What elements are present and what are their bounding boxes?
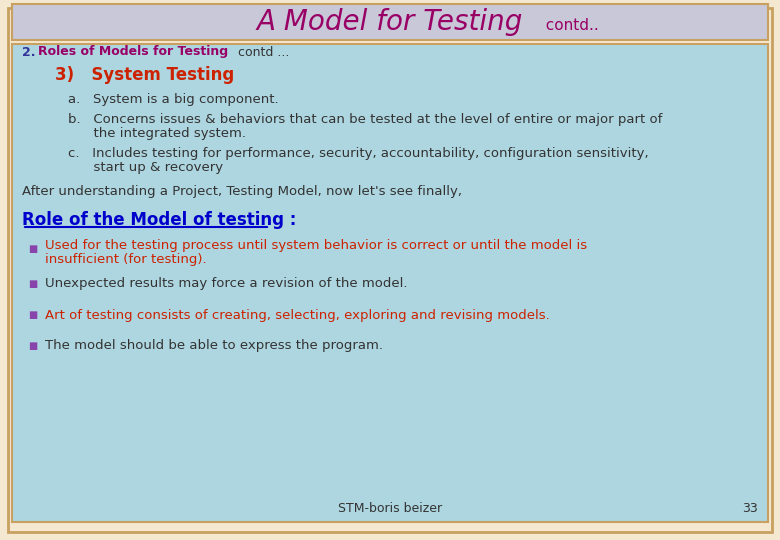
Text: Unexpected results may force a revision of the model.: Unexpected results may force a revision … xyxy=(45,278,407,291)
Text: start up & recovery: start up & recovery xyxy=(68,161,223,174)
Text: c.   Includes testing for performance, security, accountability, configuration s: c. Includes testing for performance, sec… xyxy=(68,147,649,160)
Text: ■: ■ xyxy=(28,310,37,320)
Text: ■: ■ xyxy=(28,244,37,254)
Text: Art of testing consists of creating, selecting, exploring and revising models.: Art of testing consists of creating, sel… xyxy=(45,308,550,321)
FancyBboxPatch shape xyxy=(8,8,772,532)
Text: Role of the Model of testing :: Role of the Model of testing : xyxy=(22,211,296,229)
FancyBboxPatch shape xyxy=(12,4,768,40)
Text: A Model for Testing: A Model for Testing xyxy=(257,8,523,36)
Text: ■: ■ xyxy=(28,341,37,351)
Text: the integrated system.: the integrated system. xyxy=(68,127,246,140)
Text: b.   Concerns issues & behaviors that can be tested at the level of entire or ma: b. Concerns issues & behaviors that can … xyxy=(68,113,662,126)
Text: a.   System is a big component.: a. System is a big component. xyxy=(68,93,278,106)
Text: The model should be able to express the program.: The model should be able to express the … xyxy=(45,340,383,353)
Text: STM-boris beizer: STM-boris beizer xyxy=(338,502,442,515)
FancyBboxPatch shape xyxy=(12,44,768,522)
Text: insufficient (for testing).: insufficient (for testing). xyxy=(45,253,207,266)
Text: contd ...: contd ... xyxy=(210,45,289,58)
Text: 2.: 2. xyxy=(22,45,36,58)
Text: Used for the testing process until system behavior is correct or until the model: Used for the testing process until syste… xyxy=(45,239,587,252)
Text: 33: 33 xyxy=(742,502,758,515)
Text: After understanding a Project, Testing Model, now let's see finally,: After understanding a Project, Testing M… xyxy=(22,186,462,199)
Text: Roles of Models for Testing: Roles of Models for Testing xyxy=(38,45,228,58)
Text: contd..: contd.. xyxy=(536,17,599,32)
Text: ■: ■ xyxy=(28,279,37,289)
Text: 3)   System Testing: 3) System Testing xyxy=(55,66,234,84)
